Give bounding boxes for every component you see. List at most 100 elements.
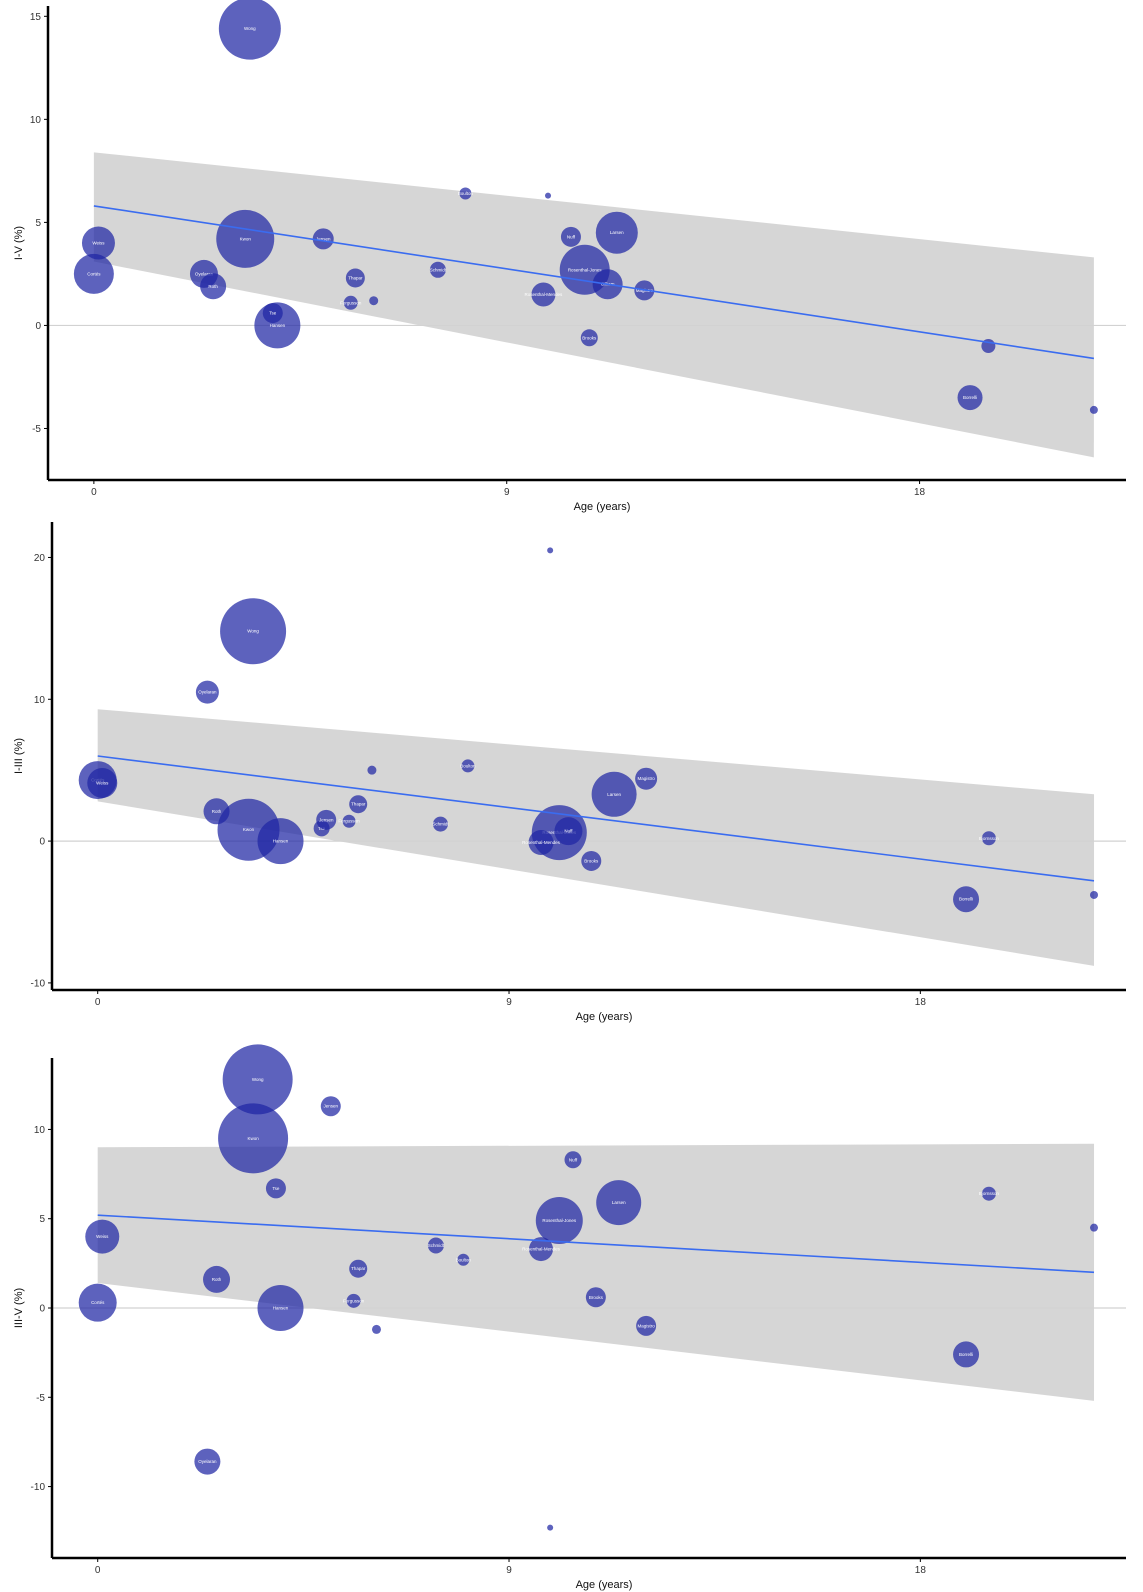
x-tick-label: 9 [504, 487, 510, 498]
bubble-label: Nuff [569, 1157, 578, 1162]
y-tick-label: 5 [35, 218, 41, 229]
bubble-label: Kwon [247, 1136, 259, 1141]
bubble-label: Wong [247, 629, 259, 634]
regression-line [97, 755, 1095, 882]
bubble-point [73, 253, 114, 294]
bubble-label: Magistro [637, 1323, 655, 1328]
bubble-point [371, 1324, 381, 1334]
x-axis-title: Age (years) [576, 1579, 633, 1591]
bubble-label: Rosenthal-Mendes [522, 840, 561, 845]
bubble-point [535, 1197, 583, 1244]
bubble-point [349, 1259, 368, 1278]
bubble-label: Hansen [273, 839, 289, 844]
bubble-label: Schmidt [432, 822, 449, 827]
bubble-point [349, 795, 368, 814]
y-axis-title: I-III (%) [13, 738, 25, 774]
bubble-label: Tse [269, 311, 277, 316]
bubble-label: Weiss [96, 780, 109, 785]
bubble-point [953, 886, 980, 913]
bubble-point [262, 303, 283, 324]
bubble-label: Rosenthal-Mendes [522, 1247, 561, 1252]
x-tick-label: 0 [95, 1565, 101, 1576]
bubble-point [218, 0, 281, 60]
bubble-point [257, 1285, 304, 1331]
bubble-label: Kwon [243, 827, 255, 832]
bubble-label: Fergusson [338, 819, 360, 824]
bubble-point [564, 1151, 582, 1169]
bubble-point [432, 816, 448, 832]
confidence-band [93, 152, 1094, 458]
bubble-label: Nuff [564, 829, 573, 834]
bubble-label: Boulton [456, 1257, 472, 1262]
regression-line [93, 205, 1095, 360]
bubble-label: Fergusson [343, 1298, 365, 1303]
y-tick-label: 0 [39, 1304, 45, 1315]
bubble-point [343, 295, 358, 310]
x-tick-label: 0 [91, 487, 97, 498]
bubble-label: Cortés [91, 1300, 105, 1305]
bubble-point [316, 809, 337, 830]
bubble-point [596, 1180, 642, 1226]
bubble-label: Thapar [351, 802, 366, 807]
bubble-point [203, 798, 230, 825]
confidence-band [97, 709, 1095, 966]
bubble-label: Fergusson [340, 300, 362, 305]
bubble-point [459, 187, 472, 200]
bubble-point [369, 296, 379, 306]
bubble-label: Cortés [87, 271, 101, 276]
bubble-point [429, 261, 446, 278]
bubble-label: Jensen [324, 1104, 339, 1109]
bubble-point [461, 759, 475, 773]
confidence-band [97, 1143, 1095, 1401]
bubble-point [427, 1237, 444, 1254]
bubble-point [547, 1524, 554, 1531]
y-tick-label: 15 [30, 12, 42, 23]
bubble-point [78, 1283, 117, 1322]
bubble-label: Bjornsson [979, 1191, 1000, 1196]
x-tick-label: 18 [915, 997, 927, 1008]
bubble-label: Jensen [316, 236, 331, 241]
bubble-point [560, 226, 581, 247]
bubble-label: Boulton [460, 763, 476, 768]
bubble-label: Borrelli [959, 897, 973, 902]
bubble-label: Kwon [240, 236, 252, 241]
bubble-label: Oyelaran [195, 271, 214, 276]
bubble-label: Wong [252, 1077, 264, 1082]
bubble-point [595, 211, 638, 254]
bubble-label: Thapar [348, 276, 363, 281]
bubble-point [257, 818, 304, 865]
chart-panel-2: WongOyelaranKwonHansenRothCortésWeissTse… [13, 522, 1126, 1023]
bubble-point [220, 598, 287, 665]
bubble-point [1089, 405, 1098, 414]
bubble-point [1090, 1223, 1099, 1232]
bubble-label: Wong [244, 26, 256, 31]
regression-line [97, 1214, 1095, 1274]
bubble-point [545, 192, 552, 199]
bubble-label: Hansen [273, 1306, 289, 1311]
bubble-point [554, 817, 583, 846]
bubble-point [81, 226, 115, 260]
bubble-point [547, 547, 554, 554]
bubble-point [585, 1287, 606, 1308]
bubble-point [529, 1237, 554, 1262]
bubble-label: Bjornsson [979, 836, 1000, 841]
bubble-label: Roth [212, 809, 222, 814]
bubble-label: Tse [272, 1186, 280, 1191]
bubble-point [218, 1103, 289, 1174]
bubble-label: Weiss [96, 1234, 109, 1239]
bubble-point [312, 228, 334, 250]
bubble-point [265, 1178, 286, 1199]
x-axis-title: Age (years) [576, 1011, 633, 1023]
bubble-label: Larsen [610, 230, 624, 235]
bubble-label: Rosenthal-Jones [542, 1218, 577, 1223]
y-tick-label: 20 [34, 553, 46, 564]
x-tick-label: 9 [506, 1565, 512, 1576]
y-tick-label: -5 [36, 1393, 45, 1404]
bubble-point [581, 850, 602, 871]
x-axis-title: Age (years) [574, 501, 631, 513]
bubble-label: Roth [208, 284, 218, 289]
bubble-point [195, 680, 219, 704]
y-tick-label: 5 [39, 1214, 45, 1225]
bubble-point [531, 282, 556, 307]
